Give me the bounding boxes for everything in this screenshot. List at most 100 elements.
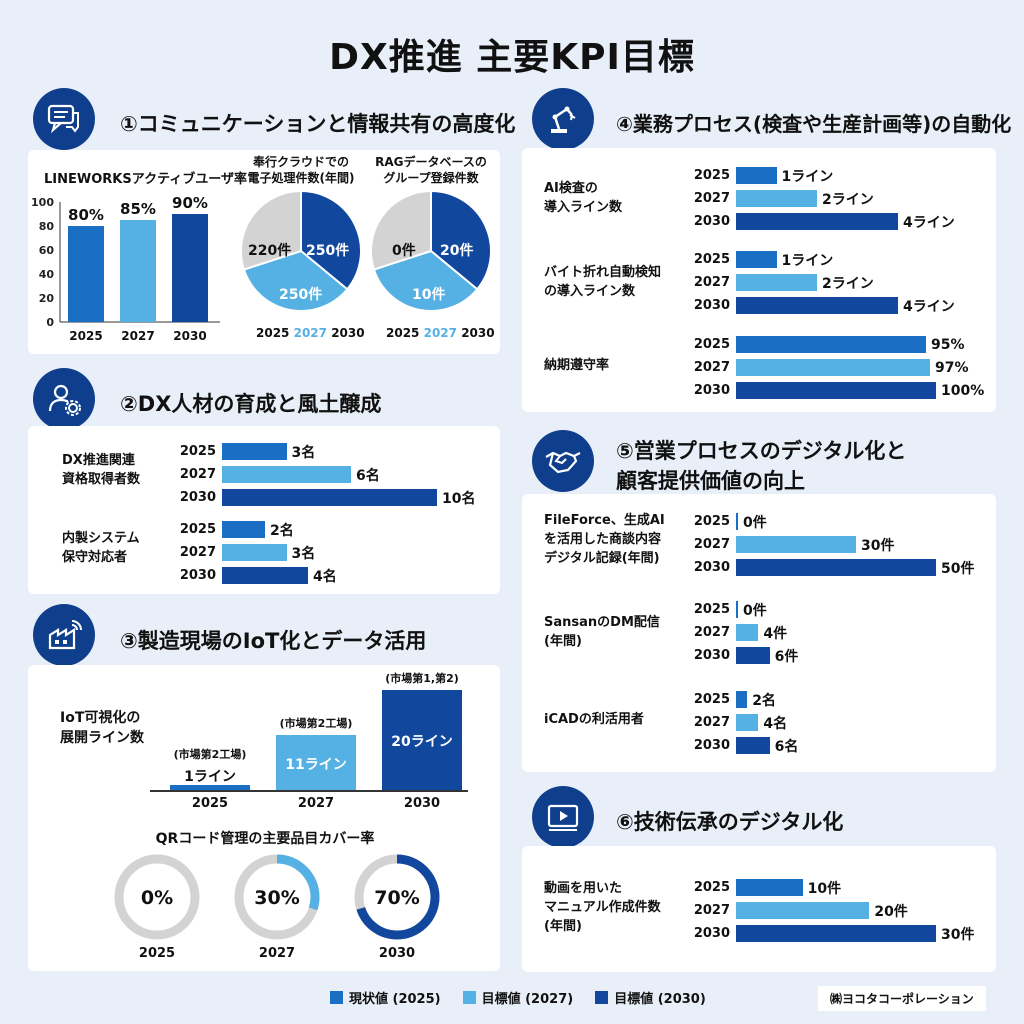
legend-label-2030: 目標値 (2030) bbox=[614, 992, 706, 1007]
lw-value-label: 80% bbox=[68, 206, 104, 224]
bar-value-label: 2ライン bbox=[822, 275, 874, 292]
bar-value-label: 6名 bbox=[356, 467, 380, 484]
s4-g3-label-line1: 納期遵守率 bbox=[544, 358, 610, 373]
bar-year-label: 2027 bbox=[693, 625, 730, 640]
bar-2027 bbox=[736, 714, 759, 731]
bar-year-label: 2027 bbox=[693, 903, 730, 918]
bar-year-label: 2025 bbox=[693, 602, 730, 617]
s2-g2-label: 内製システム 保守対応者 bbox=[62, 530, 140, 568]
bar-value-label: 2ライン bbox=[822, 191, 874, 208]
s4-g3-label: 納期遵守率 bbox=[544, 357, 609, 376]
lw-ytick: 80 bbox=[39, 220, 55, 233]
section5-title: ⑤営業プロセスのデジタル化と 顧客提供価値の向上 bbox=[616, 436, 906, 497]
iot-baseline bbox=[150, 790, 468, 792]
pie2-legend-2025: 2025 bbox=[386, 326, 420, 340]
bar-value-label: 20件 bbox=[874, 903, 908, 920]
bar-row-2027: 2027 2ライン bbox=[686, 187, 955, 210]
bar-2030 bbox=[736, 297, 898, 314]
bar-year-label: 2025 bbox=[693, 252, 730, 267]
iot-chart: 1ライン (市場第2工場) 2025 11ライン (市場第2工場) 2027 20ライン (市… bbox=[150, 672, 480, 811]
bar-row-2030: 2030 4ライン bbox=[686, 294, 955, 317]
bar-row-2027: 2027 20件 bbox=[686, 899, 974, 922]
bar-row-2025: 2025 2名 bbox=[172, 518, 337, 541]
iot-year-label: 2025 bbox=[191, 796, 229, 811]
bar-2025 bbox=[736, 601, 738, 618]
s4-g1-label-line2: 導入ライン数 bbox=[544, 199, 623, 215]
pie1-chart bbox=[240, 189, 362, 312]
bar-row-2030: 2030 10名 bbox=[172, 486, 475, 509]
bar-value-label: 0件 bbox=[743, 602, 767, 619]
pie-slice-2027 bbox=[372, 249, 479, 312]
s5-g3-label-line1: iCADの利活用者 bbox=[544, 712, 644, 727]
bar-row-2027: 2027 30件 bbox=[686, 533, 974, 556]
lw-chart-title: LINEWORKSアクティブユーザ率 bbox=[44, 172, 248, 187]
bar-year-label: 2030 bbox=[693, 214, 730, 229]
pie2-legend-2030: 2030 bbox=[461, 326, 495, 340]
bar-2025 bbox=[736, 336, 926, 353]
bar-year-label: 2030 bbox=[179, 568, 216, 583]
qr-donut-fill bbox=[234, 854, 320, 940]
bar-row-2030: 2030 100% bbox=[686, 379, 984, 402]
s2-g2-chart: 2025 2名 2027 3名 2030 4名 bbox=[172, 518, 337, 587]
bar-row-2027: 2027 4名 bbox=[686, 711, 798, 734]
handshake-icon bbox=[532, 430, 594, 492]
bar-2030 bbox=[222, 567, 308, 584]
bar-year-label: 2027 bbox=[693, 360, 730, 375]
bar-row-2025: 2025 3名 bbox=[172, 440, 475, 463]
iot-note: (市場第1,第2) bbox=[385, 672, 459, 685]
bar-value-label: 2名 bbox=[752, 692, 776, 709]
bar-year-label: 2025 bbox=[179, 522, 216, 537]
s4-g2-label-line1: バイト折れ自動検知 bbox=[544, 265, 662, 280]
bar-row-2030: 2030 6名 bbox=[686, 734, 798, 757]
bar-value-label: 100% bbox=[941, 382, 985, 399]
bar-value-label: 3名 bbox=[291, 444, 316, 461]
qr-donut-fill bbox=[354, 854, 440, 940]
lw-bar-2027 bbox=[120, 220, 156, 322]
bar-value-label: 6名 bbox=[774, 738, 799, 755]
iot-bar-2025 bbox=[170, 785, 250, 790]
bar-year-label: 2025 bbox=[693, 514, 730, 529]
bar-value-label: 50件 bbox=[941, 560, 975, 577]
bar-2027 bbox=[736, 536, 856, 553]
bar-row-2027: 2027 97% bbox=[686, 356, 984, 379]
section5-title-line1: ⑤営業プロセスのデジタル化と bbox=[616, 439, 907, 463]
bar-row-2025: 2025 1ライン bbox=[686, 164, 955, 187]
s5-g2-chart: 2025 0件 2027 4件 2030 6件 bbox=[686, 598, 798, 667]
pie1-title-line1: 奉行クラウドでの bbox=[252, 155, 349, 169]
bar-year-label: 2025 bbox=[179, 444, 216, 459]
bar-value-label: 4名 bbox=[313, 568, 337, 585]
legend-item-2027: 目標値 (2027) bbox=[462, 988, 573, 1007]
bar-2027 bbox=[736, 190, 817, 207]
bar-year-label: 2025 bbox=[693, 337, 730, 352]
pie2-title-line2: グループ登録件数 bbox=[383, 171, 479, 186]
bar-2025 bbox=[222, 521, 265, 538]
bar-2030 bbox=[736, 647, 770, 664]
pie2-title: RAGデータベースの グループ登録件数 bbox=[366, 154, 496, 186]
s4-g2-label-line2: の導入ライン数 bbox=[544, 283, 636, 299]
section3-title: ③製造現場のIoT化とデータ活用 bbox=[120, 629, 427, 653]
qr-donut-2025: 0% bbox=[114, 854, 200, 940]
bar-row-2027: 2027 2ライン bbox=[686, 271, 955, 294]
s5-g2-label-line2: (年間) bbox=[544, 633, 582, 649]
factory-icon bbox=[33, 604, 95, 666]
bar-2025 bbox=[736, 691, 748, 708]
pie2-gray-label: 0件 bbox=[392, 243, 416, 259]
bar-2027 bbox=[736, 359, 930, 376]
s5-g1-label-line1: FileForce、生成AI bbox=[544, 513, 665, 528]
legend-swatch-2030 bbox=[595, 991, 609, 1004]
bar-2025 bbox=[736, 251, 777, 268]
s2-g2-label-line2: 保守対応者 bbox=[62, 549, 128, 565]
section5-title-line2: 顧客提供価値の向上 bbox=[616, 469, 805, 494]
s2-g2-label-line1: 内製システム bbox=[62, 531, 140, 546]
lw-ytick: 60 bbox=[39, 244, 55, 257]
lw-xtick: 2027 bbox=[121, 329, 154, 343]
qr-year-label: 2025 bbox=[138, 946, 176, 961]
bar-year-label: 2030 bbox=[179, 490, 216, 505]
iot-value-label: 20ライン bbox=[391, 734, 453, 750]
bar-2025 bbox=[222, 443, 287, 460]
s2-g1-chart: 2025 3名 2027 6名 2030 10名 bbox=[172, 440, 475, 509]
bar-row-2030: 2030 4名 bbox=[172, 564, 337, 587]
qr-donut-track bbox=[114, 854, 200, 940]
bar-value-label: 1ライン bbox=[781, 168, 834, 185]
bar-2027 bbox=[736, 902, 870, 919]
